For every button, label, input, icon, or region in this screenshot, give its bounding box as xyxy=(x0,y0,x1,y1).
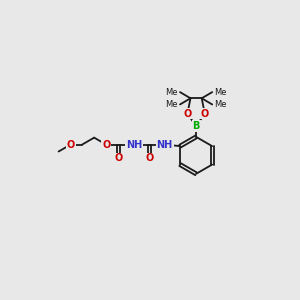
Text: O: O xyxy=(67,140,75,150)
Text: B: B xyxy=(192,121,200,131)
Text: Me: Me xyxy=(165,88,178,97)
Text: Me: Me xyxy=(165,100,178,109)
Text: O: O xyxy=(114,153,123,164)
Text: O: O xyxy=(102,140,110,150)
Text: NH: NH xyxy=(126,140,142,150)
Text: Me: Me xyxy=(214,88,227,97)
Text: NH: NH xyxy=(157,140,173,150)
Text: O: O xyxy=(201,109,209,119)
Text: O: O xyxy=(145,153,153,164)
Text: O: O xyxy=(183,109,191,119)
Text: Me: Me xyxy=(214,100,227,109)
